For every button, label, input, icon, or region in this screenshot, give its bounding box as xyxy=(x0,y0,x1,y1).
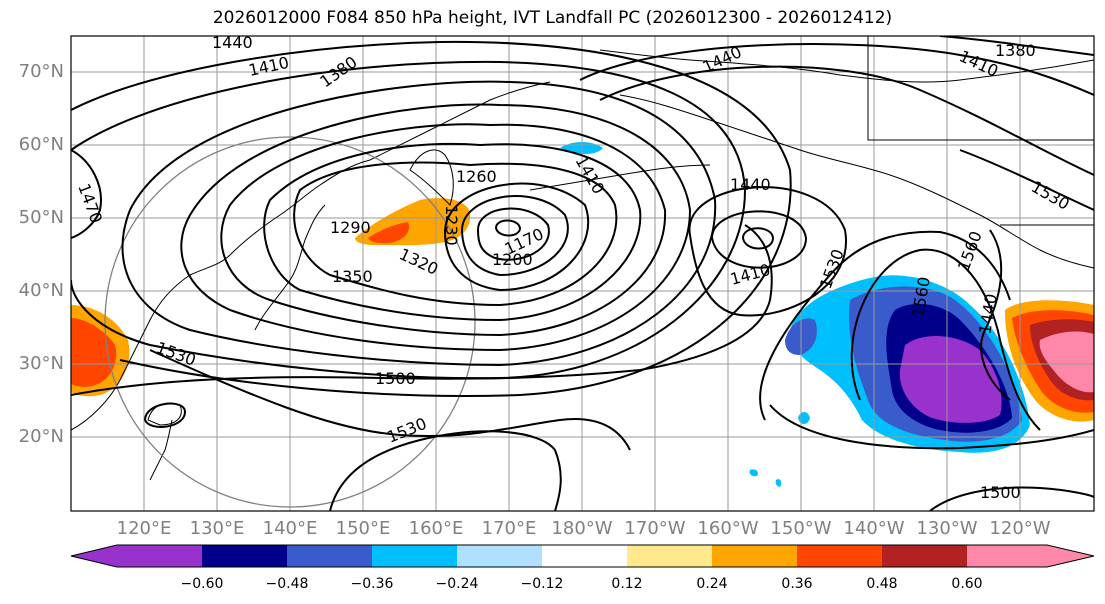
lon-label: 140°W xyxy=(843,518,905,539)
contour-high-2 xyxy=(710,210,808,269)
chart-title: 2026012000 F084 850 hPa height, IVT Land… xyxy=(212,8,893,28)
lat-label: 70°N xyxy=(18,61,64,82)
colorbar-tick: −0.24 xyxy=(435,576,479,592)
contour-1200 xyxy=(460,195,569,277)
contour-1350 xyxy=(180,103,692,352)
shade-hi-2 xyxy=(775,479,782,487)
coast-kamchatka xyxy=(409,149,454,206)
contour-1440-east xyxy=(599,65,1094,176)
shade-nw-pink xyxy=(1039,331,1094,393)
contour-label: 1500 xyxy=(980,483,1021,502)
colorbar-tick: −0.36 xyxy=(350,576,394,592)
lon-label: 160°E xyxy=(408,518,464,539)
shade-ep-purple xyxy=(899,335,1002,423)
colorbar-bin-9 xyxy=(882,545,967,567)
graticule xyxy=(71,36,1094,511)
colorbar-tick: 0.24 xyxy=(696,576,728,592)
colorbar-tick: −0.48 xyxy=(265,576,309,592)
coast-arctic xyxy=(599,49,1094,83)
contour-1380 xyxy=(121,80,717,367)
lon-label: 170°W xyxy=(624,518,686,539)
colorbar xyxy=(70,544,1095,568)
contour-label: 1440 xyxy=(730,175,771,194)
contour-high-3 xyxy=(688,186,848,317)
lat-label: 30°N xyxy=(18,353,64,374)
lon-label: 180°W xyxy=(551,518,613,539)
colorbar-bin-0 xyxy=(117,545,202,567)
lat-label: 60°N xyxy=(18,134,64,155)
contour-1260 xyxy=(293,161,618,307)
colorbar-bin-2 xyxy=(287,545,372,567)
lon-label: 160°W xyxy=(697,518,759,539)
colorbar-bin-5 xyxy=(542,545,627,567)
coast-east-asia xyxy=(71,81,551,431)
coastlines xyxy=(71,36,1094,481)
contour-1500-ep xyxy=(769,404,1094,450)
range-circle xyxy=(104,136,476,508)
contour-1470 xyxy=(71,149,102,239)
contour-label: 1500 xyxy=(375,369,416,388)
lon-label: 130°W xyxy=(916,518,978,539)
lon-label: 120°E xyxy=(116,518,172,539)
colorbar-bin-4 xyxy=(457,545,542,567)
contour-1230 xyxy=(443,182,590,292)
colorbar-bin-3 xyxy=(372,545,457,567)
contour-1290 xyxy=(263,142,642,322)
height-contours xyxy=(71,36,1094,511)
contour-1500 xyxy=(71,224,773,396)
coast-japan xyxy=(254,204,326,331)
contour-high-1 xyxy=(741,227,775,250)
lat-label: 40°N xyxy=(18,280,64,301)
lon-label: 170°E xyxy=(481,518,537,539)
colorbar-tick: 0.48 xyxy=(866,576,898,592)
colorbar-extend-right xyxy=(1047,545,1094,567)
colorbar-tick: −0.60 xyxy=(180,576,224,592)
contour-label: 1440 xyxy=(212,33,253,52)
contour-1410-east xyxy=(579,43,1094,96)
lat-label: 50°N xyxy=(18,207,64,228)
colorbar-tick: 0.60 xyxy=(951,576,983,592)
colorbar-bin-7 xyxy=(712,545,797,567)
contour-label: 1350 xyxy=(332,267,373,286)
colorbar-extend-left xyxy=(71,545,117,567)
coast-philippines xyxy=(149,419,173,481)
colorbar-bin-8 xyxy=(797,545,882,567)
contour-1410 xyxy=(71,60,747,380)
lon-label: 150°E xyxy=(335,518,391,539)
contour-1380-east xyxy=(939,36,1094,56)
colorbar-tick: −0.12 xyxy=(520,576,564,592)
contour-low-center xyxy=(494,219,522,237)
contour-1170 xyxy=(476,207,550,261)
contour-1530-east xyxy=(959,149,1094,211)
contour-small-1 xyxy=(143,402,187,428)
contour-1530-ep xyxy=(759,230,1011,421)
lat-label: 20°N xyxy=(18,426,64,447)
lon-label: 140°E xyxy=(262,518,318,539)
contour-1440-nw xyxy=(980,229,1011,401)
colorbar-bin-10 xyxy=(967,545,1047,567)
coast-na-border xyxy=(867,36,1094,141)
colorbar-bin-1 xyxy=(202,545,287,567)
contour-label: 1380 xyxy=(995,41,1036,60)
colorbar-bin-6 xyxy=(627,545,712,567)
contour-label: 1290 xyxy=(330,218,371,237)
contour-1440 xyxy=(71,40,792,397)
contour-1560 xyxy=(850,248,1041,431)
lon-label: 150°W xyxy=(770,518,832,539)
contour-label: 1260 xyxy=(456,167,497,186)
contour-1500-se xyxy=(929,486,1094,511)
shade-jp-red xyxy=(368,222,410,244)
contour-1530b xyxy=(329,430,562,511)
coast-alaska xyxy=(619,94,1094,269)
lon-label: 120°W xyxy=(989,518,1051,539)
shade-hi-1 xyxy=(749,469,758,477)
contour-label: 1200 xyxy=(492,250,533,269)
colorbar-tick: 0.12 xyxy=(611,576,643,592)
lon-label: 130°E xyxy=(189,518,245,539)
contour-1320 xyxy=(220,123,667,337)
colorbar-tick: 0.36 xyxy=(781,576,813,592)
contour-label: 1230 xyxy=(442,205,461,246)
